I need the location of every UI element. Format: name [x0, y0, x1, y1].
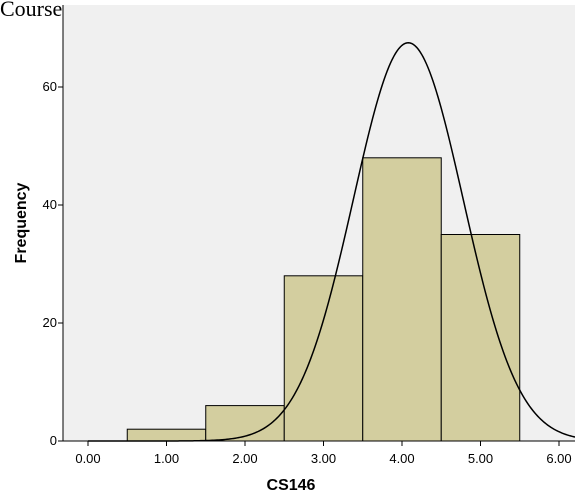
y-tick-label-3: 60	[43, 79, 57, 94]
y-axis-title: Frequency	[13, 182, 30, 263]
histogram-bar-4	[440, 234, 521, 442]
chart-title: Course	[0, 0, 62, 21]
x-tick-label-1: 1.00	[154, 451, 179, 466]
x-tick-label-2: 2.00	[232, 451, 257, 466]
histogram-bar-0	[126, 428, 207, 442]
histogram-bar-2	[283, 275, 364, 442]
x-tick-label-0: 0.00	[75, 451, 100, 466]
y-tick-label-2: 40	[43, 197, 57, 212]
x-tick-label-3: 3.00	[311, 451, 336, 466]
x-axis-title: CS146	[267, 477, 316, 494]
ticks-layer: 0.00 1.00 2.00 3.00 4.00 5.00 6.00 0 20 40 60	[43, 79, 572, 466]
x-tick-label-5: 5.00	[468, 451, 493, 466]
y-tick-label-0: 0	[50, 433, 57, 448]
bars-layer	[126, 157, 521, 442]
x-tick-label-6: 6.00	[546, 451, 571, 466]
axes-layer	[62, 5, 575, 442]
histogram-bar-3	[362, 157, 442, 442]
y-tick-label-1: 20	[43, 315, 57, 330]
x-tick-label-4: 4.00	[389, 451, 414, 466]
